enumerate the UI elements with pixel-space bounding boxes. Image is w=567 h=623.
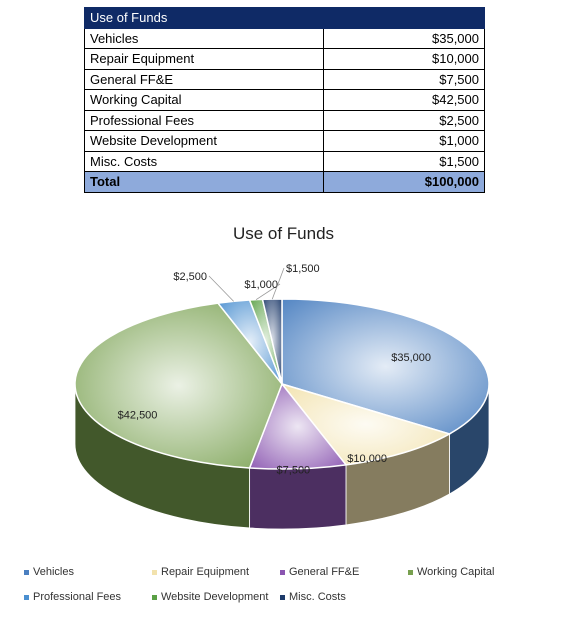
legend-swatch [280,569,285,575]
legend-swatch [24,569,29,575]
row-label: Working Capital [84,89,324,111]
pie-slice [248,382,348,470]
table-row: Working Capital $42,500 [84,89,485,111]
row-label: Vehicles [84,27,324,49]
table-total-row: Total $100,000 [84,171,485,193]
legend-label: Professional Fees [33,591,122,603]
leader-line [271,267,285,300]
chart-title: Use of Funds [232,224,335,243]
legend-item: Working Capital [408,566,494,578]
legend-swatch [280,594,285,600]
pie-slice [281,298,490,435]
use-of-funds-table: Use of Funds Vehicles $35,000 Repair Equipm… [84,7,485,193]
data-label: $35,000 [391,352,431,364]
data-label: $42,500 [118,410,158,422]
data-label: $10,000 [347,453,387,465]
table-header: Use of Funds [84,7,485,29]
legend-swatch [408,569,413,575]
data-label: $1,000 [244,279,278,291]
legend-swatch [24,594,29,600]
leader-line [208,275,234,302]
legend-item: Misc. Costs [280,591,346,603]
legend-label: General FF&E [289,566,360,578]
table-header-row: Use of Funds [84,7,485,29]
leader-line [255,283,281,301]
pie-slice [74,302,283,469]
row-amount: $1,500 [323,150,485,172]
legend-label: Website Development [161,591,269,603]
legend-item: Repair Equipment [152,566,249,578]
legend-item: Professional Fees [24,591,121,603]
data-label: $7,500 [277,464,311,476]
data-label: $2,500 [173,271,207,283]
legend-label: Vehicles [33,566,74,578]
row-label: General FF&E [84,68,324,90]
data-label: $1,500 [286,263,320,275]
legend-item: Website Development [152,591,268,603]
legend-swatch [152,569,157,575]
table-row: Misc. Costs $1,500 [84,150,485,172]
table-row: Website Development $1,000 [84,130,485,152]
legend-item: General FF&E [280,566,359,578]
legend-item: Vehicles [24,566,74,578]
total-label: Total [84,171,324,193]
table-row: Vehicles $35,000 [84,27,485,49]
legend-label: Misc. Costs [289,591,346,603]
legend-label: Repair Equipment [161,566,250,578]
total-amount: $100,000 [323,171,485,193]
legend-swatch [152,594,157,600]
pie-slice [279,382,452,466]
table-row: Professional Fees $2,500 [84,109,485,131]
legend-label: Working Capital [417,566,495,578]
